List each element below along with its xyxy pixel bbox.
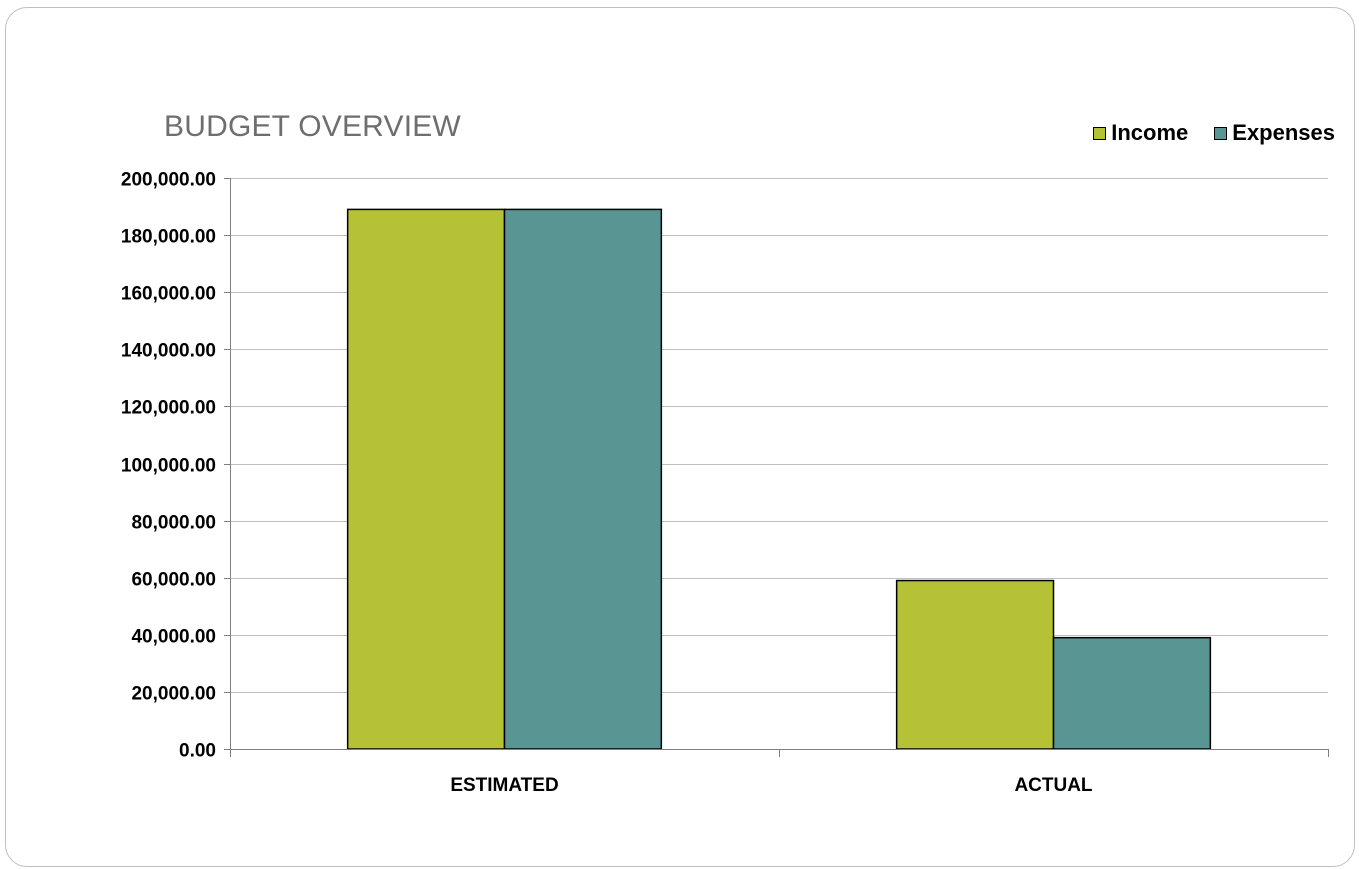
tick-labels: 0.00 20,000.00 40,000.00 60,000.00 80,000.00… bbox=[121, 170, 1093, 797]
legend-label-income: Income bbox=[1111, 120, 1189, 145]
y-tick-label: 200,000.00 bbox=[121, 170, 216, 191]
y-tick-label: 140,000.00 bbox=[121, 341, 216, 362]
legend: Income Expenses bbox=[1093, 120, 1335, 146]
bar-income-estimated bbox=[346, 208, 506, 750]
y-tick-label: 60,000.00 bbox=[131, 570, 216, 591]
legend-label-expenses: Expenses bbox=[1232, 120, 1335, 145]
axes bbox=[224, 178, 1329, 757]
legend-swatch-income bbox=[1093, 126, 1107, 140]
x-tick-label: ACTUAL bbox=[1014, 775, 1092, 796]
bar-expenses-estimated bbox=[503, 208, 663, 750]
legend-entry-expenses: Expenses bbox=[1214, 120, 1335, 146]
y-tick-label: 20,000.00 bbox=[131, 684, 216, 705]
x-tick-label: ESTIMATED bbox=[450, 775, 558, 796]
y-tick-label: 100,000.00 bbox=[121, 456, 216, 477]
bars bbox=[346, 208, 1212, 750]
bar-income-actual bbox=[895, 579, 1055, 750]
y-tick-label: 40,000.00 bbox=[131, 627, 216, 648]
bar-expenses-actual bbox=[1052, 636, 1212, 750]
y-tick-label: 120,000.00 bbox=[121, 398, 216, 419]
y-tick-label: 180,000.00 bbox=[121, 227, 216, 248]
legend-entry-income: Income bbox=[1093, 120, 1188, 146]
y-tick-label: 160,000.00 bbox=[121, 284, 216, 305]
y-tick-label: 0.00 bbox=[179, 741, 216, 762]
legend-swatch-expenses bbox=[1214, 126, 1228, 140]
y-tick-label: 80,000.00 bbox=[131, 513, 216, 534]
chart-title: BUDGET OVERVIEW bbox=[164, 110, 461, 143]
